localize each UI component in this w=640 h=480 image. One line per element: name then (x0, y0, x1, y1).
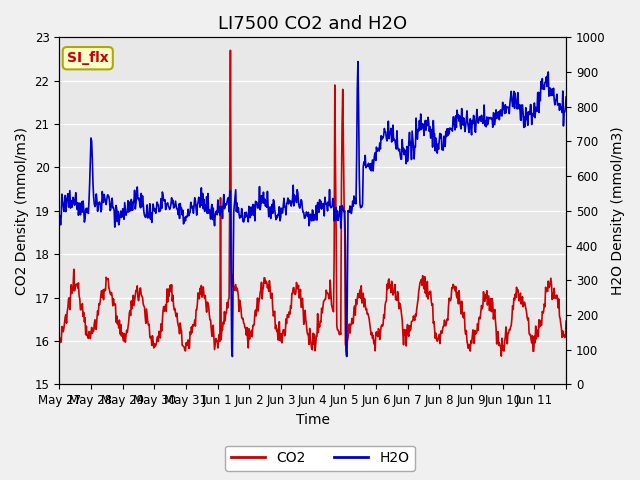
X-axis label: Time: Time (296, 413, 330, 427)
CO2 (497, 353, 505, 359)
Line: CO2: CO2 (60, 50, 566, 356)
H2O (253, 199, 260, 205)
H2O (56, 216, 63, 221)
Y-axis label: CO2 Density (mmol/m3): CO2 Density (mmol/m3) (15, 127, 29, 295)
CO2 (56, 339, 63, 345)
CO2 (253, 303, 260, 309)
H2O (208, 202, 216, 207)
CO2 (115, 325, 123, 331)
CO2 (394, 288, 401, 294)
Text: SI_flx: SI_flx (67, 51, 109, 65)
H2O (394, 146, 402, 152)
CO2 (208, 334, 216, 339)
H2O (354, 59, 362, 64)
Y-axis label: H2O Density (mmol/m3): H2O Density (mmol/m3) (611, 127, 625, 295)
CO2 (563, 318, 570, 324)
CO2 (234, 288, 241, 294)
Line: H2O: H2O (60, 61, 566, 357)
CO2 (227, 48, 234, 53)
H2O (366, 166, 374, 172)
H2O (115, 222, 123, 228)
CO2 (365, 316, 373, 322)
H2O (563, 94, 570, 100)
H2O (234, 209, 241, 215)
Legend: CO2, H2O: CO2, H2O (225, 445, 415, 471)
H2O (228, 354, 236, 360)
Title: LI7500 CO2 and H2O: LI7500 CO2 and H2O (218, 15, 407, 33)
